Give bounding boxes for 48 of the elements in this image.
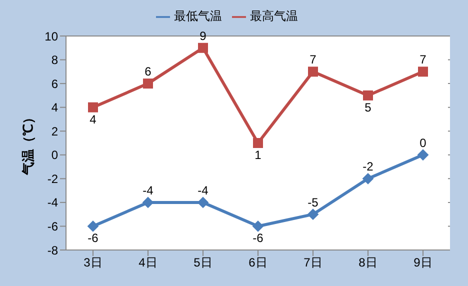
data-label: 9 [200,28,207,43]
y-axis-title: 气温（℃） [20,111,36,176]
data-label: 1 [254,148,262,162]
point [418,149,428,160]
point [252,220,264,232]
data-label: -6 [88,231,99,246]
y-tick-label: 10 [44,29,58,44]
point [363,90,373,100]
x-tick-label: 8日 [358,256,378,270]
point [88,220,98,232]
point [198,196,208,208]
data-label: -6 [252,231,264,246]
y-tick-label: -4 [47,196,58,210]
data-label: 5 [364,100,372,114]
y-tick-label: 2 [51,124,58,138]
point [198,42,208,53]
data-label: -4 [142,183,154,198]
point [142,196,154,208]
y-tick-label: 4 [51,100,58,115]
point [362,173,374,184]
x-tick-label: 3日 [84,256,102,270]
y-tick-label: -6 [47,219,58,234]
point [308,208,318,220]
point [88,102,98,112]
y-tick-label: 0 [51,148,58,162]
data-label: -4 [198,183,209,198]
legend-label: 最低气温 [174,9,222,23]
y-tick-label: 6 [51,76,58,91]
data-label: 0 [420,136,427,150]
data-label: 7 [310,52,317,67]
y-tick-label: -8 [47,243,58,258]
point [418,66,428,77]
point [143,78,153,89]
legend-label: 最高气温 [250,9,298,23]
data-label: -5 [308,195,319,210]
data-label: -2 [362,160,374,174]
point [253,138,263,148]
data-label: 4 [90,112,97,126]
x-tick-label: 6日 [248,256,268,270]
x-tick-label: 5日 [194,256,212,270]
data-label: 6 [144,64,152,79]
data-label: 7 [420,52,427,67]
y-tick-label: -2 [47,172,58,186]
x-tick-label: 4日 [138,256,158,270]
y-tick-label: 8 [51,53,58,68]
x-tick-label: 7日 [304,256,322,270]
x-tick-label: 9日 [414,256,432,270]
point [308,66,318,77]
